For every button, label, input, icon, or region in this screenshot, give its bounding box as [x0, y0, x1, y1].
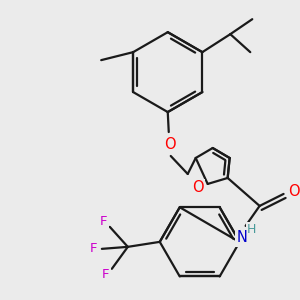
Text: O: O — [164, 136, 176, 152]
Text: N: N — [236, 230, 247, 245]
Text: F: F — [90, 242, 98, 255]
Text: F: F — [100, 215, 108, 228]
Text: H: H — [247, 224, 256, 236]
Text: O: O — [288, 184, 299, 200]
Text: F: F — [102, 268, 110, 281]
Text: O: O — [192, 180, 203, 195]
